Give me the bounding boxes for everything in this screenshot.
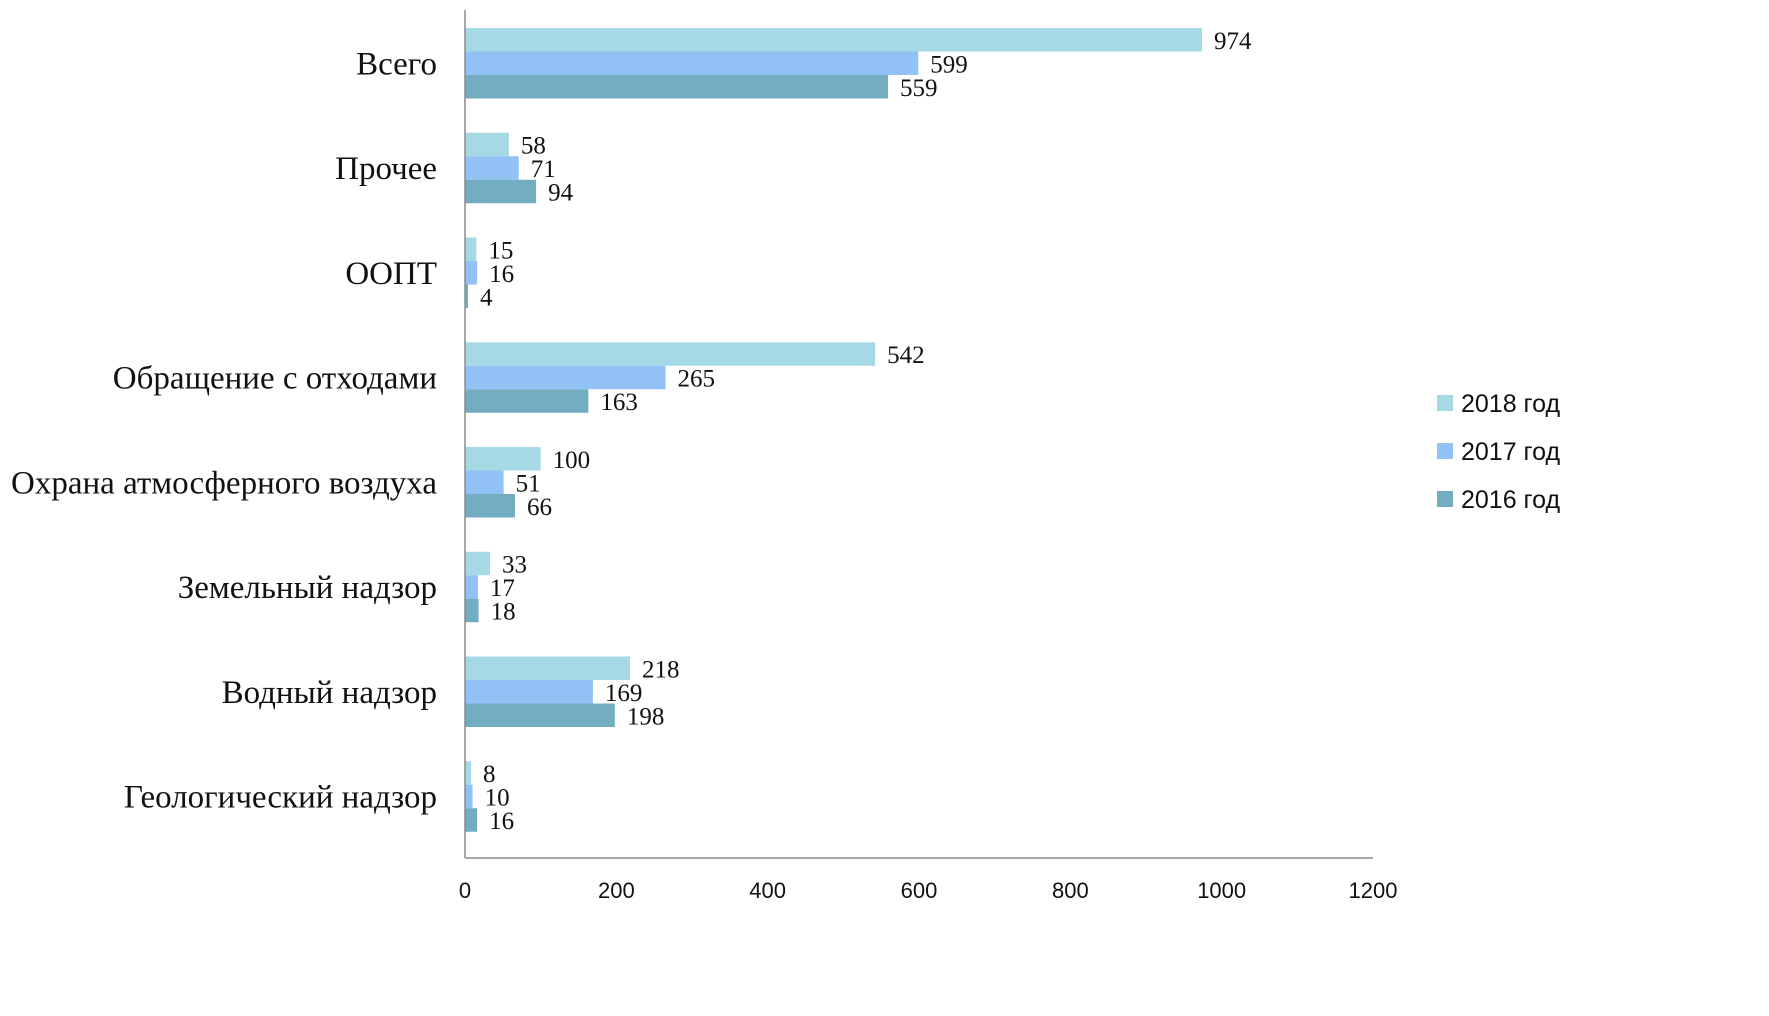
- bar: [465, 365, 666, 390]
- category-label: ООПТ: [345, 256, 437, 292]
- data-label: 17: [490, 575, 515, 602]
- x-tick-label: 200: [598, 878, 635, 903]
- bar: [465, 28, 1202, 52]
- category-label: Земельный надзор: [178, 570, 437, 606]
- data-label: 66: [527, 494, 552, 521]
- x-tick-label: 600: [901, 878, 938, 903]
- bar: [465, 237, 477, 261]
- legend-label: 2016 год: [1461, 486, 1560, 514]
- x-tick-label: 1000: [1197, 878, 1246, 903]
- data-label: 16: [489, 261, 514, 288]
- data-label: 94: [548, 180, 574, 207]
- data-label: 16: [489, 808, 514, 835]
- x-tick-label: 800: [1052, 878, 1089, 903]
- data-label: 51: [516, 470, 541, 497]
- x-tick-label: 1200: [1349, 878, 1398, 903]
- legend-swatch: [1437, 443, 1453, 459]
- bar: [465, 808, 478, 832]
- bar: [465, 784, 473, 809]
- category-label: Охрана атмосферного воздуха: [11, 465, 437, 501]
- value-labels-group: 9745995595871941516454226516310051663317…: [480, 28, 1252, 835]
- data-label: 599: [930, 51, 968, 78]
- bar: [465, 447, 541, 471]
- legend-swatch: [1437, 395, 1453, 411]
- category-label: Геологический надзор: [124, 780, 437, 816]
- data-label: 58: [521, 133, 546, 160]
- category-label: Водный надзор: [222, 675, 437, 711]
- x-ticks-group: 0 200 400 600 800 1000 1200: [459, 878, 1398, 903]
- data-label: 10: [485, 785, 510, 812]
- bar: [465, 598, 479, 623]
- data-label: 8: [483, 761, 496, 788]
- category-label: Прочее: [335, 151, 437, 187]
- data-label: 218: [642, 656, 680, 683]
- legend: 2018 год 2017 год 2016 год: [1437, 390, 1560, 514]
- bar: [465, 470, 504, 494]
- data-label: 15: [488, 237, 513, 264]
- bar: [465, 656, 630, 680]
- bar: [465, 761, 472, 785]
- category-labels-group: Всего Прочее ООПТ Обращение с отходами Охран…: [11, 46, 437, 815]
- data-label: 4: [480, 284, 493, 311]
- x-tick-label: 0: [459, 878, 471, 903]
- data-label: 71: [531, 156, 556, 183]
- data-label: 559: [900, 75, 938, 102]
- data-label: 100: [553, 447, 591, 474]
- data-label: 163: [600, 389, 638, 416]
- data-label: 198: [627, 703, 665, 730]
- data-label: 265: [678, 366, 716, 393]
- data-label: 33: [502, 552, 527, 579]
- x-tick-label: 400: [749, 878, 786, 903]
- bar: [465, 389, 589, 413]
- legend-label: 2018 год: [1461, 390, 1560, 418]
- data-label: 974: [1214, 28, 1252, 55]
- bar: [465, 132, 509, 157]
- data-label: 18: [491, 599, 516, 626]
- bar: [465, 342, 876, 366]
- bar: [465, 703, 615, 727]
- bar: [465, 179, 537, 204]
- bar: [465, 575, 478, 599]
- category-label: Всего: [356, 46, 437, 82]
- legend-label: 2017 год: [1461, 438, 1560, 466]
- bar: [465, 284, 469, 308]
- data-label: 169: [605, 680, 643, 707]
- bar: [465, 75, 888, 99]
- category-label: Обращение с отходами: [113, 361, 437, 397]
- bar: [465, 261, 478, 285]
- bar: [465, 156, 519, 180]
- data-label: 542: [887, 342, 925, 369]
- legend-swatch: [1437, 491, 1453, 507]
- bars-group: [465, 28, 1202, 832]
- bar: [465, 680, 593, 704]
- bar: [465, 551, 490, 576]
- bar: [465, 51, 919, 75]
- bar: [465, 494, 515, 518]
